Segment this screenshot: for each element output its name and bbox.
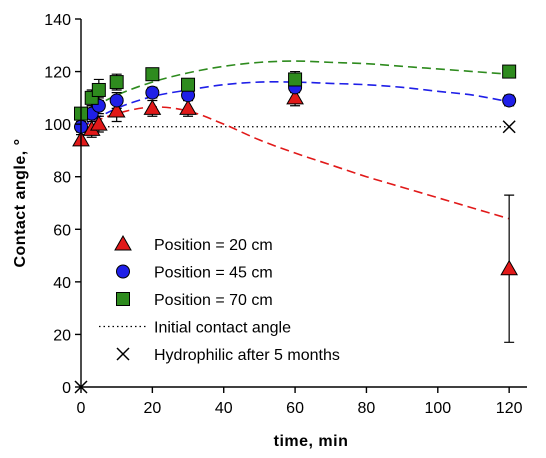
x-tick-label: 60 bbox=[286, 400, 304, 417]
x-tick-label: 20 bbox=[143, 400, 161, 417]
legend-item-position-45-cm: Position = 45 cm bbox=[116, 264, 273, 282]
data-point-position-70-cm bbox=[145, 67, 160, 82]
data-point-position-45-cm bbox=[502, 93, 517, 108]
x-tick-label: 120 bbox=[496, 400, 523, 417]
fit-curve-position-20-cm bbox=[80, 106, 510, 220]
x-tick-label: 0 bbox=[77, 400, 86, 417]
data-point-position-70-cm bbox=[288, 72, 303, 87]
legend-label: Initial contact angle bbox=[154, 320, 291, 337]
data-point-position-20-cm bbox=[89, 115, 108, 131]
legend-label: Position = 20 cm bbox=[154, 237, 273, 254]
data-point-position-70-cm bbox=[91, 82, 106, 97]
data-point-position-20-cm bbox=[500, 259, 519, 276]
data-point-position-45-cm bbox=[109, 93, 124, 108]
data-point-position-70-cm bbox=[502, 64, 517, 79]
legend-item-hydrophilic-after-5-months: Hydrophilic after 5 months bbox=[116, 347, 340, 364]
y-tick-label: 140 bbox=[44, 12, 71, 29]
legend-swatch bbox=[116, 264, 130, 279]
y-tick-label: 40 bbox=[53, 275, 71, 292]
data-point-position-70-cm bbox=[181, 77, 196, 92]
data-point-position-20-cm bbox=[107, 101, 126, 118]
axes: 0 20 40 60 80 100 120 140 0 20 40 60 80 100 120 bbox=[44, 12, 527, 417]
data-point-position-45-cm bbox=[145, 85, 160, 100]
legend-label: Position = 45 cm bbox=[154, 265, 273, 282]
y-tick-label: 0 bbox=[62, 380, 71, 397]
plot-area bbox=[72, 60, 519, 394]
legend-label: Position = 70 cm bbox=[154, 292, 273, 309]
x-tick-label: 80 bbox=[358, 400, 376, 417]
y-tick-label: 60 bbox=[53, 222, 71, 239]
data-point-position-20-cm bbox=[179, 99, 197, 115]
data-point-position-70-cm bbox=[109, 75, 124, 90]
data-point-position-20-cm bbox=[143, 99, 162, 115]
x-tick-label: 100 bbox=[424, 400, 451, 417]
legend: Position = 20 cm Position = 45 cm Position… bbox=[99, 234, 340, 364]
y-tick-label: 80 bbox=[53, 170, 71, 187]
x-axis-title: time, min bbox=[274, 433, 349, 450]
y-tick-label: 120 bbox=[44, 65, 71, 82]
legend-item-position-20-cm: Position = 20 cm bbox=[114, 234, 273, 254]
y-tick-label: 20 bbox=[53, 327, 71, 344]
legend-swatch bbox=[116, 292, 130, 306]
legend-swatch bbox=[114, 234, 132, 251]
legend-swatch bbox=[116, 347, 130, 361]
data-point-position-20-cm bbox=[286, 88, 304, 105]
legend-item-position-70-cm: Position = 70 cm bbox=[116, 292, 273, 309]
data-point-hydrophilic-after-5-months bbox=[502, 120, 516, 134]
fit-curve-position-70-cm bbox=[80, 60, 510, 115]
legend-item-initial-contact-angle: Initial contact angle bbox=[99, 320, 291, 337]
y-axis-title: Contact angle, ° bbox=[12, 138, 29, 267]
y-tick-label: 100 bbox=[44, 117, 71, 134]
x-tick-label: 40 bbox=[215, 400, 233, 417]
legend-label: Hydrophilic after 5 months bbox=[154, 347, 340, 364]
